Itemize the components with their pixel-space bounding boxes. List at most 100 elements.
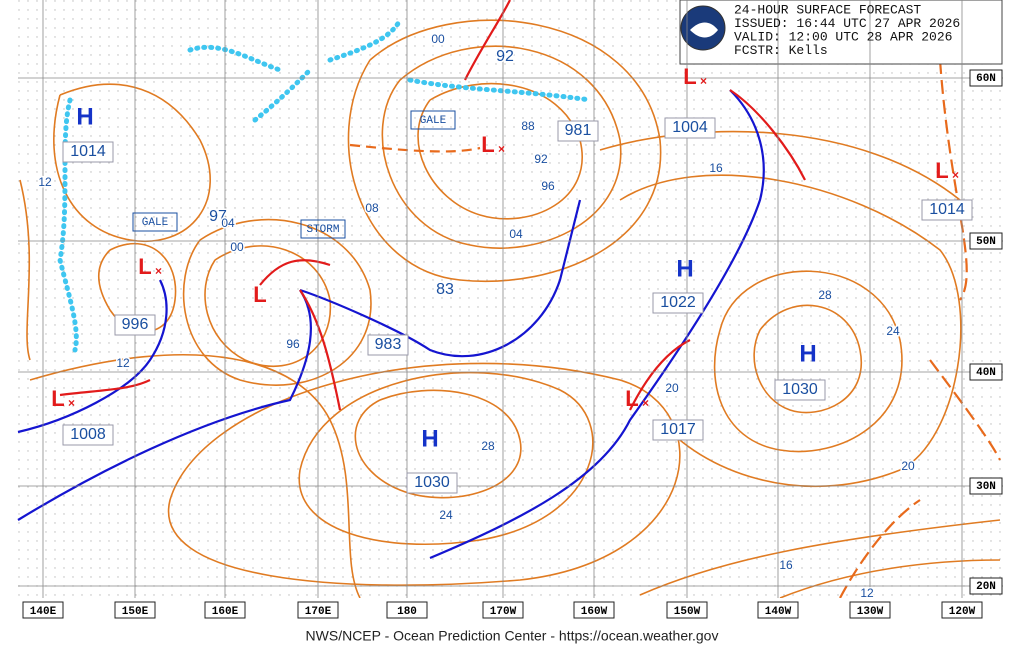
isobar-label: 16 (779, 558, 793, 572)
lon-label-box (482, 601, 524, 619)
lat-label-box (969, 477, 1003, 495)
isobar-label: 83 (436, 281, 454, 298)
lon-label: 160E (212, 606, 239, 618)
pressure-box (114, 314, 156, 336)
central-pressure: 1022 (660, 294, 696, 311)
lon-label-box (666, 601, 708, 619)
low-symbol: L (625, 386, 638, 411)
lat-label-box (969, 69, 1003, 87)
lon-label: 160W (581, 606, 608, 618)
warning-label: GALE (142, 217, 169, 229)
lon-label-box (22, 601, 64, 619)
isobar-label: 00 (431, 32, 445, 46)
lat-label: 30N (976, 481, 996, 493)
isobar-label: 28 (818, 288, 832, 302)
low-symbol: L (481, 132, 494, 157)
pressure-box (557, 120, 599, 142)
pressure-box (774, 379, 826, 401)
isobar-label: 24 (886, 324, 900, 338)
lat-label: 40N (976, 367, 996, 379)
low-cross: × (498, 142, 505, 156)
lon-label-box (297, 601, 339, 619)
map-background (18, 0, 1003, 598)
lat-label-box (969, 363, 1003, 381)
central-pressure: 1014 (70, 143, 106, 160)
high-symbol: H (676, 255, 693, 282)
lon-label: 150E (122, 606, 149, 618)
lon-label: 130W (857, 606, 884, 618)
isobar-label: 28 (481, 439, 495, 453)
pressure-box (921, 199, 973, 221)
warning-box (300, 219, 346, 239)
footer: NWS/NCEP - Ocean Prediction Center - htt… (306, 628, 719, 644)
header-box (679, 0, 1003, 65)
pressure-box (652, 419, 704, 441)
central-pressure: 1017 (660, 421, 696, 438)
isobar-label: 96 (286, 337, 300, 351)
lat-label-box (969, 232, 1003, 250)
lon-label-box (573, 601, 615, 619)
isobar-label: 12 (38, 175, 52, 189)
isobar-label: 97 (209, 208, 227, 225)
isobar-label: 96 (541, 179, 555, 193)
lon-label: 120W (949, 606, 976, 618)
low-cross: × (68, 396, 75, 410)
lat-label: 50N (976, 236, 996, 248)
header-line: ISSUED: 16:44 UTC 27 APR 2026 (734, 16, 960, 31)
low-cross: × (155, 264, 162, 278)
low-symbol: L (138, 254, 151, 279)
ice-edge (57, 17, 593, 353)
pressure-box (664, 117, 716, 139)
isobar-label: 24 (439, 508, 453, 522)
fronts (17, 0, 1001, 599)
pressure-box (652, 292, 704, 314)
central-pressure: 1004 (672, 119, 708, 136)
lon-label-box (757, 601, 799, 619)
lon-label-box (386, 601, 428, 619)
central-pressure: 1008 (70, 426, 106, 443)
lat-label-box (969, 577, 1003, 595)
warning-box (410, 110, 456, 130)
lat-label: 60N (976, 73, 996, 85)
isobar-label: 88 (521, 119, 535, 133)
low-cross: × (642, 396, 649, 410)
isobar-label: 04 (509, 227, 523, 241)
isobar-label: 16 (709, 161, 723, 175)
isobar-label: 12 (116, 356, 130, 370)
lon-label: 170W (490, 606, 517, 618)
lon-label: 140W (765, 606, 792, 618)
central-pressure: 981 (565, 122, 592, 139)
isobar-label: 00 (230, 240, 244, 254)
storm-low-symbol: L (253, 282, 266, 307)
lon-label-box (114, 601, 156, 619)
high-symbol: H (76, 103, 93, 130)
lon-label: 140E (30, 606, 57, 618)
lon-label-box (849, 601, 891, 619)
lon-label: 150W (674, 606, 701, 618)
low-cross: × (952, 168, 959, 182)
high-symbol: H (421, 425, 438, 452)
isobar-label: 92 (534, 152, 548, 166)
isobar-label: 04 (221, 216, 235, 230)
isobar-label: 20 (665, 381, 679, 395)
lon-label: 180 (397, 606, 417, 618)
isobar-label: 12 (860, 586, 874, 600)
isobars (19, 19, 1001, 599)
pressure-box (406, 472, 458, 494)
low-symbol: L (51, 386, 64, 411)
pressure-box (62, 141, 114, 163)
warning-label: GALE (420, 115, 447, 127)
lat-label: 20N (976, 581, 996, 593)
header-line: 24-HOUR SURFACE FORECAST (734, 2, 921, 17)
lon-label: 170E (305, 606, 332, 618)
low-cross: × (700, 74, 707, 88)
isobar-label: 92 (496, 48, 514, 65)
central-pressure: 996 (122, 316, 149, 333)
central-pressure: 983 (375, 336, 402, 353)
low-symbol: L (935, 158, 948, 183)
central-pressure: 1030 (782, 381, 818, 398)
isobar-label: 08 (365, 201, 379, 215)
central-pressure: 1014 (929, 201, 965, 218)
